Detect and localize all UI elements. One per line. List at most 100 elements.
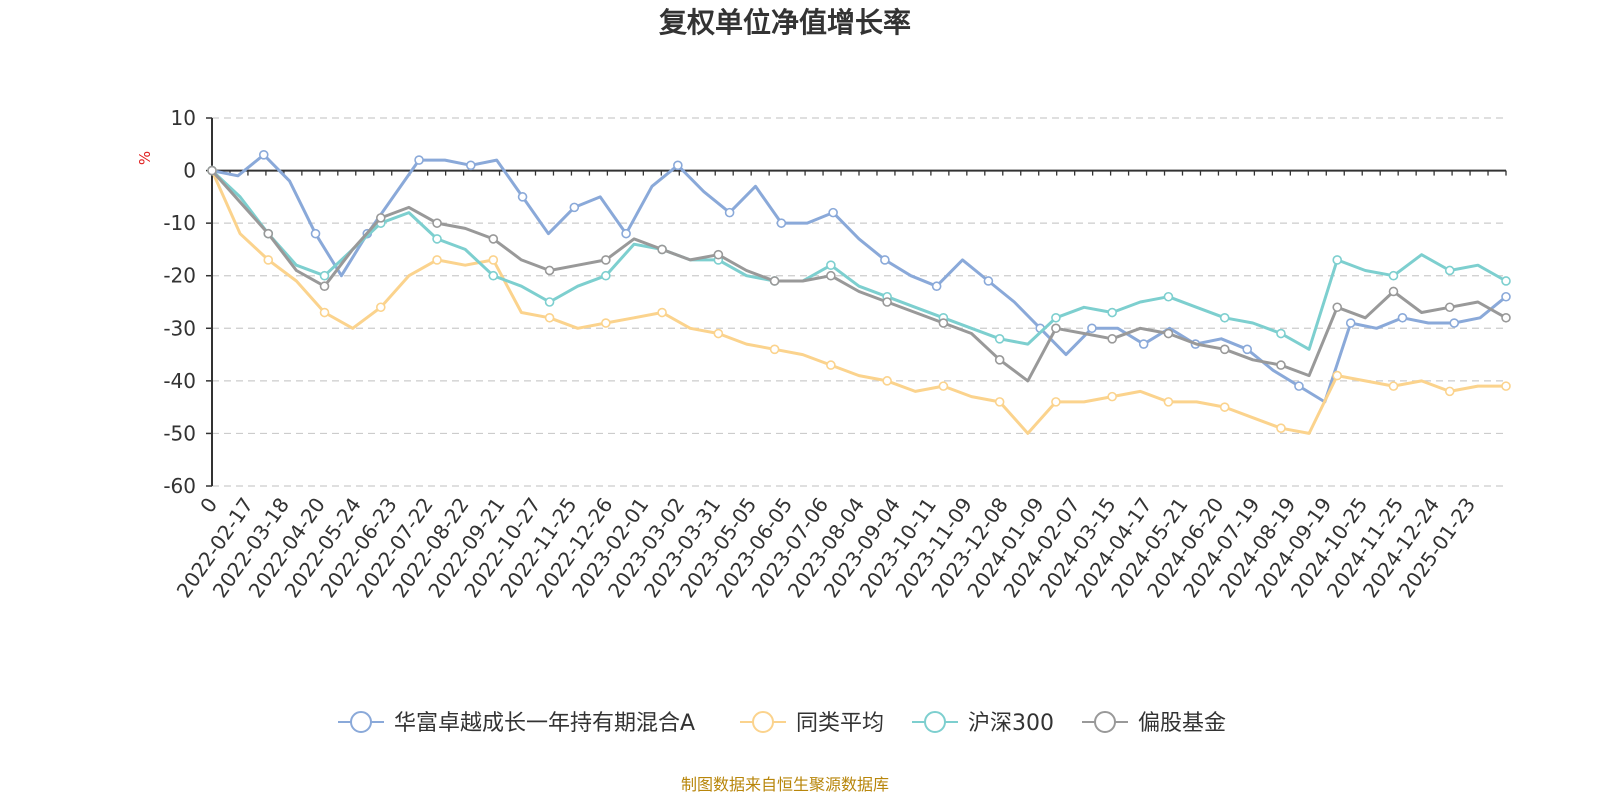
data-point bbox=[544, 297, 555, 307]
data-point bbox=[1397, 312, 1408, 323]
data-point bbox=[319, 281, 330, 292]
data-point bbox=[657, 244, 667, 255]
data-point bbox=[1501, 381, 1511, 391]
data-point bbox=[769, 344, 780, 355]
y-axis-unit: % bbox=[136, 151, 154, 165]
data-point bbox=[207, 165, 217, 176]
legend-item-4[interactable]: 偏股基金 bbox=[1082, 711, 1226, 736]
legend-item-1[interactable]: 华富卓越成长一年持有期混合A bbox=[338, 711, 695, 736]
data-point bbox=[826, 260, 836, 271]
data-point bbox=[826, 270, 836, 281]
data-point bbox=[1501, 276, 1511, 286]
data-point bbox=[488, 234, 499, 244]
data-point bbox=[1444, 302, 1455, 313]
data-point bbox=[1388, 381, 1399, 391]
y-tick-label: 0 bbox=[183, 159, 196, 183]
data-point bbox=[1294, 381, 1304, 391]
y-tick-label: 10 bbox=[171, 106, 196, 130]
legend-label: 华富卓越成长一年持有期混合A bbox=[394, 711, 695, 736]
x-tick-label: 0 bbox=[195, 493, 222, 517]
data-point bbox=[1332, 255, 1343, 265]
data-point bbox=[828, 207, 838, 218]
data-point bbox=[931, 281, 942, 292]
data-point bbox=[1332, 302, 1343, 313]
data-point bbox=[432, 255, 442, 265]
series-line bbox=[210, 169, 1506, 435]
data-point bbox=[1107, 391, 1117, 402]
data-point bbox=[994, 397, 1005, 407]
data-point bbox=[310, 228, 321, 239]
data-point bbox=[432, 218, 442, 228]
data-point bbox=[319, 270, 330, 281]
data-point bbox=[880, 255, 890, 265]
data-point bbox=[488, 255, 499, 265]
data-point bbox=[713, 249, 724, 260]
data-point bbox=[601, 270, 611, 281]
data-point bbox=[826, 360, 836, 370]
data-point bbox=[544, 312, 555, 323]
y-tick-label: -60 bbox=[163, 474, 196, 498]
data-point bbox=[1276, 328, 1286, 339]
data-point bbox=[882, 376, 892, 386]
legend-marker bbox=[1094, 711, 1116, 733]
data-point bbox=[1444, 386, 1455, 397]
data-point bbox=[375, 302, 386, 313]
legend-marker bbox=[350, 711, 372, 733]
data-point bbox=[465, 160, 476, 171]
series-2 bbox=[207, 165, 1511, 435]
data-point bbox=[1219, 312, 1230, 323]
data-point bbox=[1051, 323, 1061, 334]
data-point bbox=[938, 318, 949, 328]
legend-label: 同类平均 bbox=[796, 711, 884, 736]
legend-label: 沪深300 bbox=[968, 711, 1054, 736]
data-point bbox=[1219, 344, 1230, 355]
data-point bbox=[673, 160, 683, 171]
legend-item-2[interactable]: 同类平均 bbox=[740, 711, 884, 736]
legend: 华富卓越成长一年持有期混合A 同类平均 沪深300 偏股基金 bbox=[338, 711, 1226, 736]
series-3 bbox=[207, 165, 1511, 351]
y-tick-label: -30 bbox=[163, 316, 196, 340]
legend-item-3[interactable]: 沪深300 bbox=[912, 711, 1054, 736]
data-point bbox=[621, 228, 631, 239]
data-point bbox=[517, 192, 528, 202]
data-point bbox=[769, 276, 780, 286]
data-point bbox=[263, 255, 274, 265]
data-point bbox=[1087, 323, 1097, 334]
data-point bbox=[713, 328, 724, 339]
series-line bbox=[210, 169, 1507, 383]
data-point bbox=[1107, 333, 1117, 344]
chart-title: 复权单位净值增长率 bbox=[659, 6, 911, 39]
series-line bbox=[210, 169, 1507, 351]
data-point bbox=[994, 333, 1005, 344]
data-point bbox=[882, 297, 892, 307]
y-tick-label: -20 bbox=[163, 264, 196, 288]
legend-marker bbox=[752, 711, 774, 733]
data-point bbox=[938, 381, 949, 391]
data-point bbox=[1051, 312, 1061, 323]
y-tick-label: -40 bbox=[163, 369, 196, 393]
legend-marker bbox=[924, 711, 946, 733]
data-point bbox=[1501, 291, 1511, 302]
data-point bbox=[1051, 397, 1061, 407]
data-point bbox=[569, 202, 580, 213]
data-point bbox=[414, 155, 424, 165]
data-point bbox=[1332, 370, 1343, 381]
series-4 bbox=[207, 165, 1511, 383]
data-point bbox=[544, 265, 555, 276]
y-tick-label: -10 bbox=[163, 211, 196, 235]
data-point bbox=[1501, 312, 1511, 323]
data-point bbox=[776, 218, 787, 228]
data-point bbox=[1388, 270, 1399, 281]
series-1 bbox=[207, 150, 1511, 404]
source-note: 制图数据来自恒生聚源数据库 bbox=[681, 775, 889, 794]
data-point bbox=[1138, 339, 1149, 349]
data-point bbox=[1345, 318, 1356, 328]
data-point bbox=[724, 207, 735, 218]
data-point bbox=[1163, 328, 1174, 339]
data-point bbox=[1449, 318, 1460, 328]
data-point bbox=[1444, 265, 1455, 276]
data-point bbox=[601, 255, 611, 265]
axes bbox=[206, 117, 1507, 487]
data-point bbox=[319, 307, 330, 318]
data-point bbox=[601, 318, 611, 328]
